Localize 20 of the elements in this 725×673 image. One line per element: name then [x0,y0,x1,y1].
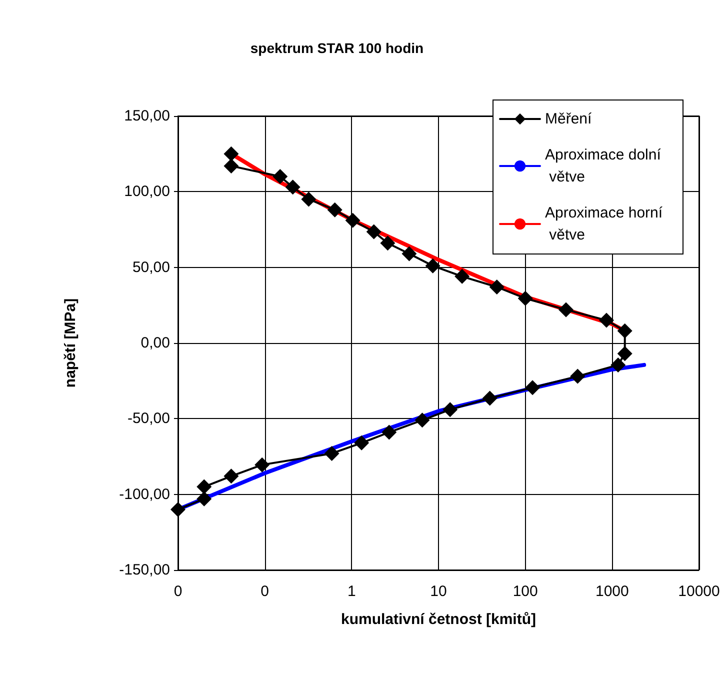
x-tick-label: 0 [260,583,270,600]
y-tick-label: 0,00 [140,334,170,352]
x-axis-title: kumulativní četnost [kmitů] [340,611,536,628]
y-tick-label: 100,00 [124,183,170,200]
x-tick-label: 1000 [595,583,629,600]
y-axis-title: napětí [MPa] [62,298,79,388]
x-tick-label: 1 [347,583,356,600]
x-tick-label: 10000 [678,583,720,600]
x-tick-label: 100 [512,583,538,600]
legend-label: Měření [545,110,593,128]
chart-title: spektrum STAR 100 hodin [250,40,424,56]
y-tick-label: -150,00 [119,562,170,578]
legend-label: Aproximace dolní větve [545,146,662,186]
y-tick-label: -50,00 [127,410,170,428]
y-tick-label: -100,00 [119,486,170,503]
x-tick-label: 0 [174,583,182,600]
y-tick-label: 50,00 [132,258,170,276]
x-tick-label: 10 [430,583,447,600]
y-tick-label: 150,00 [124,108,170,124]
legend-label: Aproximace horní větve [545,204,664,244]
